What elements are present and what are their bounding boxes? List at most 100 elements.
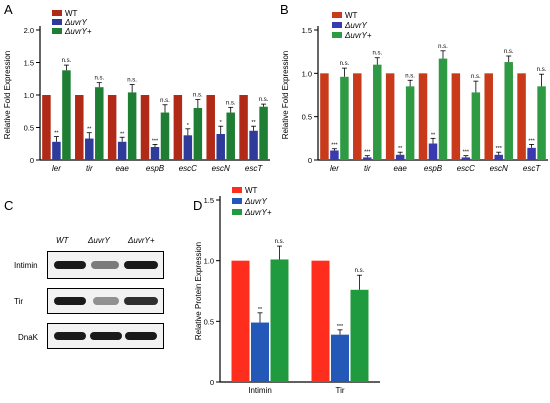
bar-a-esct-0	[239, 95, 248, 160]
sig-comp-d-1: n.s.	[355, 268, 365, 274]
bar-a-eae-0	[107, 95, 117, 160]
y-tick-label-b-3: 1.5	[302, 26, 312, 35]
y-tick-label-a-0: 0	[30, 156, 34, 165]
band-tir-uvry	[93, 297, 119, 305]
sig-uvry-b-6: ***	[528, 138, 535, 144]
legend-swatch-b-2	[332, 32, 342, 38]
lane-header-uvry: ΔuvrY	[88, 236, 110, 245]
sig-uvry-a-2: **	[120, 131, 125, 137]
y-tick-label-b-2: 1.0	[302, 69, 312, 78]
sig-comp-b-4: n.s.	[471, 74, 481, 80]
bar-d-intimin-2	[270, 259, 289, 382]
sig-comp-b-0: n.s.	[340, 61, 350, 67]
sig-uvry-a-1: **	[87, 127, 92, 133]
x-tick-label-b-2: eae	[393, 164, 407, 173]
sig-uvry-a-6: **	[251, 120, 256, 126]
legend-swatch-b-0	[332, 12, 342, 18]
bar-d-intimin-1	[251, 322, 269, 382]
y-axis-title-a: Relative Fold Expression	[3, 51, 12, 139]
bar-a-eae-2	[127, 92, 137, 160]
panel-letter-c: C	[4, 198, 14, 213]
western-blot: WT ΔuvrY ΔuvrY+ Intimin Tir DnaK	[0, 205, 185, 380]
y-tick-label-a-3: 1.5	[24, 59, 34, 68]
band-tir-uvry-complemented	[124, 297, 158, 305]
x-tick-label-d-0: Intimin	[248, 386, 272, 395]
sig-comp-a-5: n.s.	[226, 100, 236, 106]
panel-letter-b: B	[280, 2, 289, 17]
sig-comp-b-3: n.s.	[438, 44, 448, 50]
y-tick-label-a-4: 2.0	[24, 26, 34, 35]
legend-swatch-d-1	[232, 198, 242, 204]
legend-label-b-1: ΔuvrY	[344, 21, 367, 30]
legend-label-b-0: WT	[345, 11, 358, 20]
legend-swatch-a-2	[52, 28, 62, 34]
y-tick-label-d-2: 1.0	[204, 257, 214, 266]
y-tick-label-d-1: 0.5	[204, 317, 214, 326]
legend-label-a-1: ΔuvrY	[64, 18, 87, 27]
legend-label-d-0: WT	[245, 186, 258, 195]
x-tick-label-b-6: escT	[523, 164, 541, 173]
y-tick-label-d-3: 1.5	[204, 196, 214, 205]
y-axis-title-b: Relative Fold Expression	[281, 51, 290, 139]
band-tir-wt	[54, 297, 86, 305]
sig-uvry-b-1: ***	[364, 150, 371, 156]
panel-letter-a: A	[4, 2, 13, 17]
x-tick-label-b-3: espB	[424, 164, 443, 173]
panel-letter-d: D	[193, 198, 203, 213]
x-tick-label-a-2: eae	[115, 164, 129, 173]
legend-swatch-b-1	[332, 22, 342, 28]
legend-swatch-d-2	[232, 209, 242, 215]
y-tick-label-b-1: 0.5	[302, 113, 312, 122]
sig-comp-b-1: n.s.	[372, 51, 382, 57]
sig-comp-b-6: n.s.	[537, 67, 547, 73]
bar-a-tir-2	[95, 87, 104, 160]
x-tick-label-b-1: tir	[364, 164, 371, 173]
legend-label-d-2: ΔuvrY+	[244, 208, 272, 217]
x-tick-label-d-1: Tir	[335, 386, 344, 395]
legend-swatch-d-0	[232, 187, 242, 193]
band-intimin-uvry-complemented	[124, 261, 158, 269]
legend-swatch-a-0	[52, 10, 62, 16]
bar-a-escn-0	[206, 95, 215, 160]
bar-b-ler-0	[320, 73, 329, 160]
sig-comp-a-0: n.s.	[62, 58, 72, 64]
bar-b-escn-0	[484, 73, 493, 160]
sig-uvry-b-3: **	[431, 132, 436, 138]
bar-b-escc-0	[451, 73, 461, 160]
bar-b-eae-0	[385, 73, 395, 160]
bar-a-tir-1	[85, 138, 94, 160]
band-dnak-uvry-complemented	[125, 332, 157, 340]
legend-swatch-a-1	[52, 19, 62, 25]
bar-a-espb-2	[160, 112, 170, 160]
bar-a-ler-2	[62, 70, 71, 160]
band-intimin-wt	[54, 261, 86, 269]
bar-b-escn-2	[504, 62, 513, 160]
sig-uvry-a-0: **	[54, 131, 59, 137]
sig-comp-b-2: n.s.	[405, 73, 415, 79]
legend-label-d-1: ΔuvrY	[244, 197, 267, 206]
blot-row-dnak	[47, 323, 164, 349]
bar-a-ler-0	[42, 95, 51, 160]
bar-a-esct-1	[249, 130, 258, 160]
bar-b-escc-1	[461, 157, 471, 160]
lane-header-wt: WT	[56, 236, 69, 245]
bar-a-espb-1	[150, 147, 160, 160]
x-tick-label-a-5: escN	[212, 164, 230, 173]
bar-b-escc-2	[471, 92, 481, 160]
y-tick-label-d-0: 0	[210, 378, 214, 387]
legend-label-a-2: ΔuvrY+	[64, 27, 92, 36]
y-tick-label-a-1: 0.5	[24, 124, 34, 133]
bar-b-eae-2	[405, 86, 415, 160]
x-tick-label-b-0: ler	[330, 164, 339, 173]
bar-a-eae-1	[117, 141, 127, 160]
bar-b-escn-1	[494, 154, 503, 160]
sig-uvry-b-5: ***	[496, 146, 503, 152]
bar-a-espb-0	[140, 95, 150, 160]
bar-b-eae-1	[395, 154, 405, 160]
sig-uvry-d-0: **	[258, 307, 263, 313]
x-tick-label-a-6: escT	[245, 164, 263, 173]
blot-label-dnak: DnaK	[18, 333, 39, 342]
y-tick-label-a-2: 1.0	[24, 91, 34, 100]
bar-a-escn-1	[216, 134, 225, 160]
